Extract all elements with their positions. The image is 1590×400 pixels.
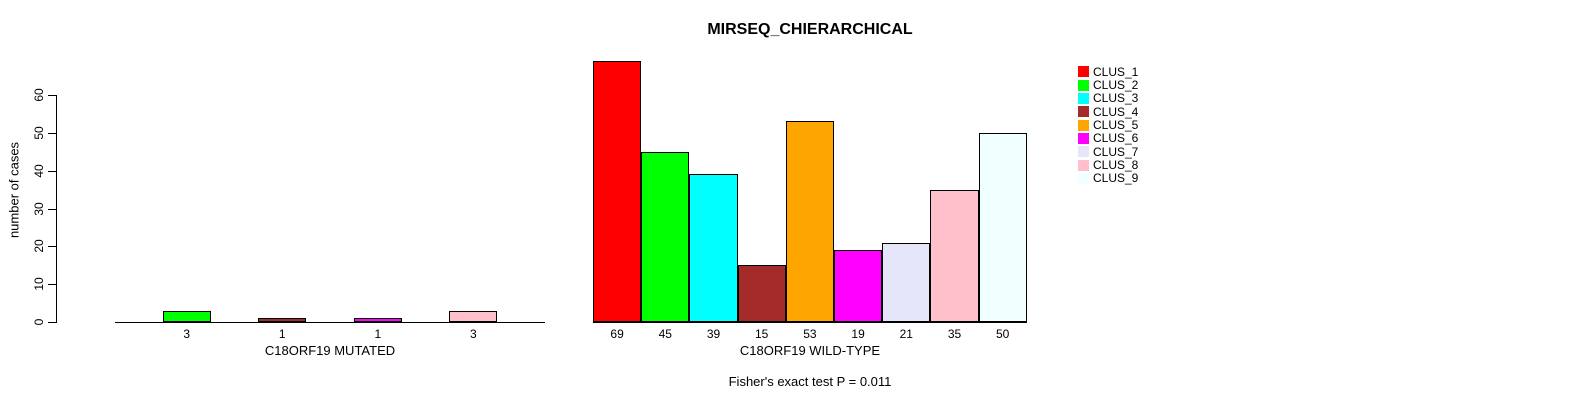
legend-swatch	[1078, 79, 1089, 91]
legend-item-clus_7: CLUS_7	[1078, 145, 1138, 158]
legend: CLUS_1 CLUS_2 CLUS_3 CLUS_4 CLUS_5 CLUS_6 CLUS…	[1078, 65, 1138, 185]
legend-item-clus_9: CLUS_9	[1078, 172, 1138, 185]
bar-clus_1	[593, 60, 642, 322]
legend-label: CLUS_9	[1093, 171, 1139, 186]
bar-value-label: 1	[374, 327, 382, 341]
legend-label: CLUS_1	[1093, 64, 1139, 79]
bar-value-label: 69	[610, 327, 624, 341]
legend-label: CLUS_7	[1093, 144, 1139, 159]
bar-clus_9	[978, 132, 1027, 322]
legend-swatch	[1078, 172, 1089, 184]
y-axis-tick	[48, 246, 56, 248]
y-axis-tick	[48, 132, 56, 134]
bar-value-label: 53	[803, 327, 817, 341]
bar-clus_8	[449, 310, 498, 322]
y-axis-tick-label: 20	[32, 239, 46, 254]
y-axis-tick	[48, 322, 56, 323]
bar-value-label: 15	[755, 327, 769, 341]
legend-label: CLUS_8	[1093, 158, 1139, 173]
bar-value-label: 3	[183, 327, 190, 341]
legend-item-clus_8: CLUS_8	[1078, 158, 1138, 171]
legend-label: CLUS_5	[1093, 118, 1139, 133]
legend-item-clus_3: CLUS_3	[1078, 92, 1138, 105]
y-axis-tick-label: 50	[32, 126, 46, 140]
x-axis-baseline	[593, 322, 1027, 323]
legend-swatch	[1078, 159, 1089, 171]
legend-label: CLUS_2	[1093, 78, 1139, 93]
bar-value-label: 3	[470, 327, 477, 341]
bar-clus_8	[930, 189, 979, 322]
bar-clus_6	[353, 318, 402, 322]
legend-swatch	[1078, 119, 1089, 131]
legend-swatch	[1078, 132, 1089, 144]
x-axis-label-wildtype: C18ORF19 WILD-TYPE	[739, 343, 881, 358]
y-axis-tick-label: 0	[32, 318, 46, 326]
legend-label: CLUS_4	[1093, 104, 1139, 119]
legend-item-clus_6: CLUS_6	[1078, 132, 1138, 145]
legend-item-clus_4: CLUS_4	[1078, 105, 1138, 118]
y-axis-label: number of cases	[6, 141, 22, 239]
y-axis-tick-label: 30	[32, 201, 46, 216]
y-axis-tick-label: 60	[32, 88, 46, 102]
legend-swatch	[1078, 106, 1089, 118]
y-axis-tick-label: 10	[32, 277, 46, 291]
legend-item-clus_5: CLUS_5	[1078, 118, 1138, 131]
bar-value-label: 35	[947, 327, 962, 341]
y-axis-line	[56, 95, 57, 323]
bar-clus_4	[737, 265, 786, 322]
bar-clus_4	[258, 318, 307, 322]
bar-clus_3	[689, 174, 738, 322]
bar-value-label: 19	[851, 327, 865, 341]
bar-value-label: 39	[706, 327, 721, 341]
legend-item-clus_1: CLUS_1	[1078, 65, 1138, 78]
bar-value-label: 21	[899, 327, 913, 341]
legend-swatch	[1078, 92, 1089, 104]
legend-label: CLUS_3	[1093, 91, 1139, 106]
bar-value-label: 1	[278, 327, 286, 341]
legend-item-clus_2: CLUS_2	[1078, 78, 1138, 91]
x-axis-label-mutated: C18ORF19 MUTATED	[264, 343, 396, 358]
bar-clus_2	[162, 310, 211, 322]
legend-swatch	[1078, 66, 1089, 78]
bar-value-label: 45	[658, 327, 672, 341]
bar-clus_2	[641, 151, 690, 322]
y-axis-tick	[48, 170, 56, 172]
y-axis-tick-label: 40	[32, 163, 46, 178]
legend-label: CLUS_6	[1093, 131, 1139, 146]
bar-clus_5	[785, 121, 834, 322]
chart-title: MIRSEQ_CHIERARCHICAL	[707, 21, 913, 38]
y-axis-tick	[48, 208, 56, 210]
fisher-test-annotation: Fisher's exact test P = 0.011	[728, 374, 892, 389]
bar-clus_6	[834, 250, 883, 322]
bar-value-label: 50	[996, 327, 1010, 341]
y-axis-tick	[48, 95, 56, 96]
y-axis-tick	[48, 284, 56, 286]
x-axis-baseline	[115, 322, 546, 323]
bar-clus_7	[882, 242, 931, 322]
legend-swatch	[1078, 146, 1089, 158]
